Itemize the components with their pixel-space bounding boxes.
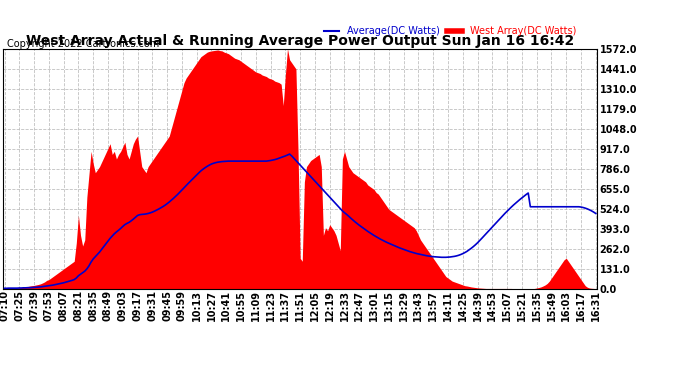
Legend: Average(DC Watts), West Array(DC Watts): Average(DC Watts), West Array(DC Watts) (321, 22, 580, 40)
Title: West Array Actual & Running Average Power Output Sun Jan 16 16:42: West Array Actual & Running Average Powe… (26, 34, 574, 48)
Text: Copyright 2022 Cartronics.com: Copyright 2022 Cartronics.com (7, 39, 159, 50)
